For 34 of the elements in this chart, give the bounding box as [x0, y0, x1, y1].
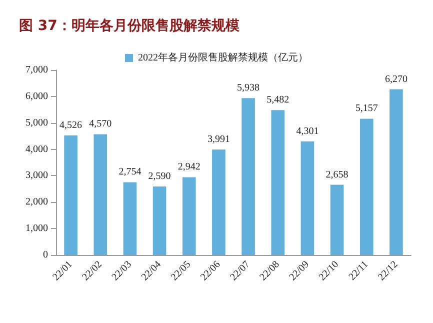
data-label: 2,942 — [178, 162, 200, 173]
y-tick-label: 3,000 — [26, 170, 48, 182]
data-label: 2,658 — [326, 169, 348, 180]
data-label: 4,301 — [296, 126, 319, 137]
bar — [64, 135, 78, 255]
bar — [242, 98, 255, 255]
data-label: 5,938 — [237, 82, 260, 94]
y-tick-label: 5,000 — [26, 117, 48, 128]
bar — [152, 186, 166, 255]
y-tick-label: 4,000 — [26, 144, 48, 155]
y-tick-label: 2,000 — [26, 196, 48, 208]
y-tick-label: 1,000 — [26, 223, 48, 234]
bar — [300, 141, 314, 255]
bar — [271, 110, 285, 255]
bar — [330, 184, 344, 255]
data-label: 3,991 — [207, 134, 230, 146]
bar — [212, 150, 226, 255]
bar — [182, 177, 196, 255]
data-label: 4,526 — [60, 120, 82, 131]
bar — [123, 182, 137, 255]
data-label: 2,590 — [148, 171, 171, 182]
data-label: 5,482 — [266, 94, 290, 106]
bar — [390, 89, 403, 255]
data-label: 5,157 — [355, 103, 378, 114]
bar — [94, 134, 108, 255]
y-tick-label: 0 — [43, 250, 48, 260]
y-tick-label: 7,000 — [26, 64, 48, 76]
y-tick-label: 6,000 — [26, 90, 48, 102]
data-label: 6,270 — [384, 74, 408, 85]
bar — [360, 118, 374, 255]
legend-label: 2022年各月份限售股解禁规模（亿元） — [138, 52, 308, 64]
chart-title: 图 37：明年各月份限售股解禁规模 — [19, 18, 240, 34]
data-label: 2,754 — [118, 166, 142, 178]
data-label: 4,570 — [89, 118, 112, 130]
